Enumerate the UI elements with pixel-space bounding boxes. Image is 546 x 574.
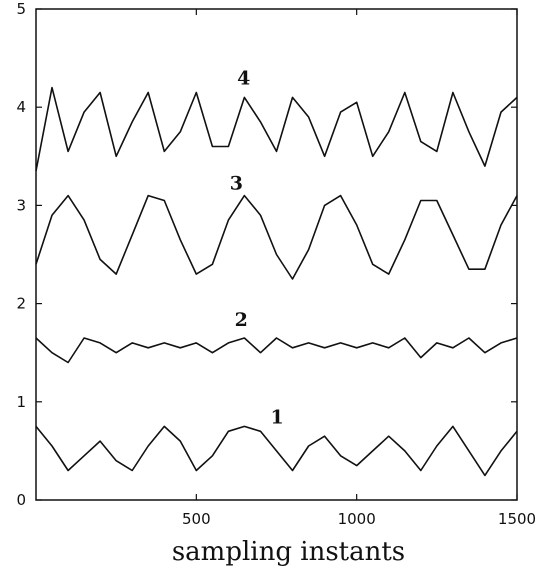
x-axis: 500 1000 1500 [182, 9, 536, 528]
plot-frame [35, 8, 518, 501]
series-line-3 [35, 194, 518, 280]
series-group [35, 86, 518, 477]
y-tick-label: 1 [16, 393, 26, 411]
y-tick-label: 3 [16, 196, 26, 214]
x-tick-label: 500 [182, 510, 211, 528]
series-label-3: 3 [230, 173, 243, 195]
y-axis: 0 1 2 3 4 5 [16, 0, 517, 509]
plot-frame-rect [35, 8, 518, 501]
y-tick-label: 2 [16, 295, 26, 313]
y-tick-label: 4 [16, 98, 26, 116]
series-line-2 [35, 337, 518, 364]
series-labels: 1 2 3 4 [230, 68, 284, 429]
series-label-4: 4 [237, 68, 250, 90]
x-tick-label: 1500 [498, 510, 536, 528]
series-label-1: 1 [271, 406, 284, 428]
series-label-2: 2 [235, 309, 248, 331]
series-line-1 [35, 425, 518, 477]
series-line-4 [35, 86, 518, 172]
x-axis-label: sampling instants [172, 537, 405, 567]
y-tick-label: 0 [16, 491, 26, 509]
y-tick-label: 5 [16, 0, 26, 18]
x-tick-label: 1000 [338, 510, 376, 528]
